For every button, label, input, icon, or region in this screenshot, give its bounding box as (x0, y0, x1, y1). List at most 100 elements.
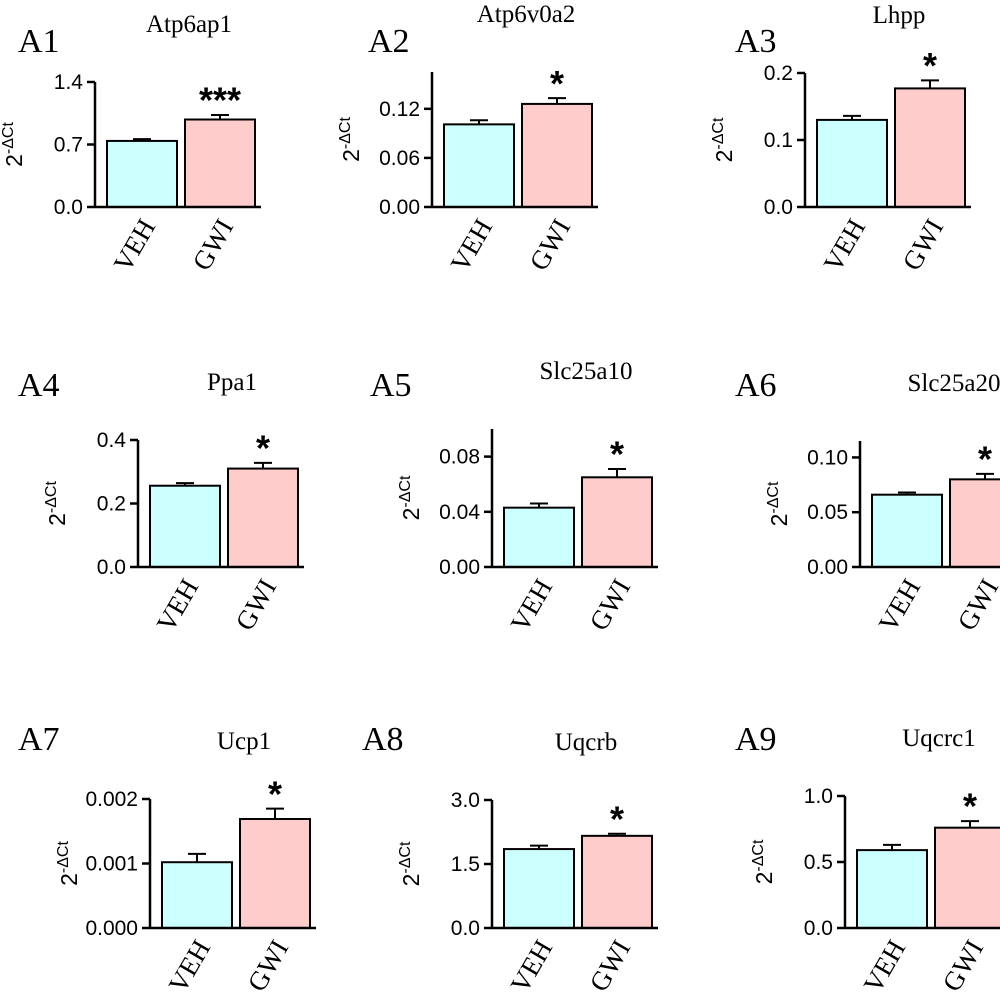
category-label-gwi: GWI (523, 214, 576, 276)
bar-veh (106, 139, 178, 208)
category-label-gwi: GWI (241, 935, 294, 997)
y-tick-label: 0.12 (379, 98, 420, 121)
gene-title: Slc25a20 (907, 370, 1000, 397)
chart-panel-a2: A2 Atp6v0a2 2-ΔCt VEH GWI * 0.00 0.06 0.12 (337, 1, 598, 277)
y-tick-label: 0.0 (451, 917, 480, 940)
gene-title: Atp6ap1 (146, 11, 232, 38)
bar-veh (856, 849, 928, 929)
y-axis-label: 2-ΔCt (397, 475, 424, 520)
significance-marker: *** (199, 80, 241, 121)
y-tick-label: 3.0 (451, 789, 480, 812)
category-label-veh: VEH (108, 214, 162, 277)
panel-label: A9 (735, 721, 777, 758)
y-axis-label: 2-ΔCt (55, 841, 82, 886)
y-tick-label: 0.7 (54, 134, 83, 157)
y-axis-label-exponent: -ΔCt (710, 117, 727, 150)
bar-gwi (894, 87, 966, 208)
y-axis-label-exponent: -ΔCt (55, 841, 72, 874)
category-label-veh: VEH (163, 935, 217, 998)
gene-title: Lhpp (873, 2, 926, 29)
chart-panel-a9: A9 Uqcrc1 2-ΔCt VEH GWI * 0.0 0.5 1.0 (735, 721, 1000, 998)
bar-veh (503, 848, 575, 929)
category-label-veh: VEH (151, 574, 205, 637)
gene-title: Slc25a10 (539, 358, 632, 385)
chart-panel-a4: A4 Ppa1 2-ΔCt VEH GWI * 0.0 0.2 0.4 (18, 367, 304, 637)
category-label-veh: VEH (873, 574, 927, 637)
y-axis-label: 2-ΔCt (765, 481, 792, 526)
significance-marker: * (256, 427, 270, 468)
category-label-gwi: GWI (936, 935, 989, 997)
significance-marker: * (268, 773, 282, 814)
y-axis-label-base: 2 (44, 513, 70, 526)
panel-label: A7 (18, 721, 60, 758)
bar-gwi (239, 817, 311, 929)
y-tick-label: 0.1 (764, 129, 793, 152)
y-tick-label: 0.2 (97, 493, 126, 516)
panel-label: A5 (370, 367, 412, 404)
gene-title: Uqcrb (555, 729, 617, 756)
y-axis-label-exponent: -ΔCt (765, 481, 782, 514)
y-axis-label-base: 2 (766, 514, 792, 527)
y-tick-label: 0.05 (807, 501, 848, 524)
chart-panel-a3: A3 Lhpp 2-ΔCt VEH GWI * 0.0 0.1 0.2 (710, 2, 971, 277)
bar-gwi (581, 476, 653, 568)
bar-veh (816, 118, 888, 208)
y-axis-label: 2-ΔCt (43, 481, 70, 526)
y-tick-label: 0.4 (97, 429, 127, 452)
y-tick-label: 0.0 (764, 196, 793, 219)
y-axis-label-base: 2 (398, 508, 424, 521)
y-tick-label: 1.4 (54, 71, 84, 94)
category-label-gwi: GWI (896, 214, 949, 276)
significance-marker: * (550, 63, 564, 104)
panel-label: A4 (18, 367, 60, 404)
panel-label: A3 (735, 23, 777, 60)
chart-panel-a1: A1 Atp6ap1 2-ΔCt VEH GWI *** 0.0 0.7 1.4 (0, 11, 261, 277)
y-tick-label: 0.10 (807, 446, 848, 469)
bar-gwi (521, 102, 593, 208)
y-axis-label-exponent: -ΔCt (750, 839, 767, 872)
bar-veh (161, 861, 233, 930)
category-label-veh: VEH (505, 574, 559, 637)
significance-marker: * (923, 45, 937, 86)
gene-title: Uqcrc1 (902, 725, 976, 752)
y-axis-label-base: 2 (1, 154, 27, 167)
category-label-gwi: GWI (186, 214, 239, 276)
category-label-veh: VEH (445, 214, 499, 277)
bar-veh (503, 506, 575, 569)
y-tick-label: 0.06 (379, 147, 420, 170)
y-tick-label: 0.002 (85, 788, 138, 811)
y-axis-label-base: 2 (711, 150, 737, 163)
panel-label: A1 (18, 23, 60, 60)
y-tick-label: 0.2 (764, 62, 793, 85)
chart-panel-a5: A5 Slc25a10 2-ΔCt VEH GWI * 0.00 0.04 0.08 (370, 358, 658, 637)
y-axis-label-exponent: -ΔCt (0, 122, 17, 155)
category-label-gwi: GWI (583, 935, 636, 997)
y-tick-label: 0.000 (85, 917, 138, 940)
bar-gwi (949, 478, 1000, 569)
category-label-veh: VEH (858, 935, 912, 998)
y-axis-label: 2-ΔCt (0, 122, 27, 167)
gene-title: Ppa1 (207, 369, 257, 396)
y-axis-label-exponent: -ΔCt (43, 481, 60, 514)
y-tick-label: 1.0 (804, 785, 833, 808)
y-tick-label: 0.5 (804, 851, 833, 874)
y-axis-label-base: 2 (56, 873, 82, 886)
panel-label: A2 (368, 23, 410, 60)
bar-gwi (227, 467, 299, 569)
y-tick-label: 0.04 (439, 501, 480, 524)
y-axis-label-base: 2 (338, 149, 364, 162)
y-tick-label: 0.00 (439, 556, 480, 579)
y-tick-label: 0.0 (97, 556, 126, 579)
category-label-gwi: GWI (951, 574, 1000, 636)
y-tick-label: 0.0 (54, 196, 83, 219)
y-axis-label: 2-ΔCt (710, 117, 737, 162)
category-label-gwi: GWI (583, 574, 636, 636)
bar-gwi (934, 826, 1000, 929)
gene-title: Atp6v0a2 (477, 1, 576, 28)
significance-marker: * (610, 798, 624, 839)
category-label-veh: VEH (818, 214, 872, 277)
bar-veh (871, 493, 943, 568)
y-axis-label-exponent: -ΔCt (337, 117, 354, 150)
